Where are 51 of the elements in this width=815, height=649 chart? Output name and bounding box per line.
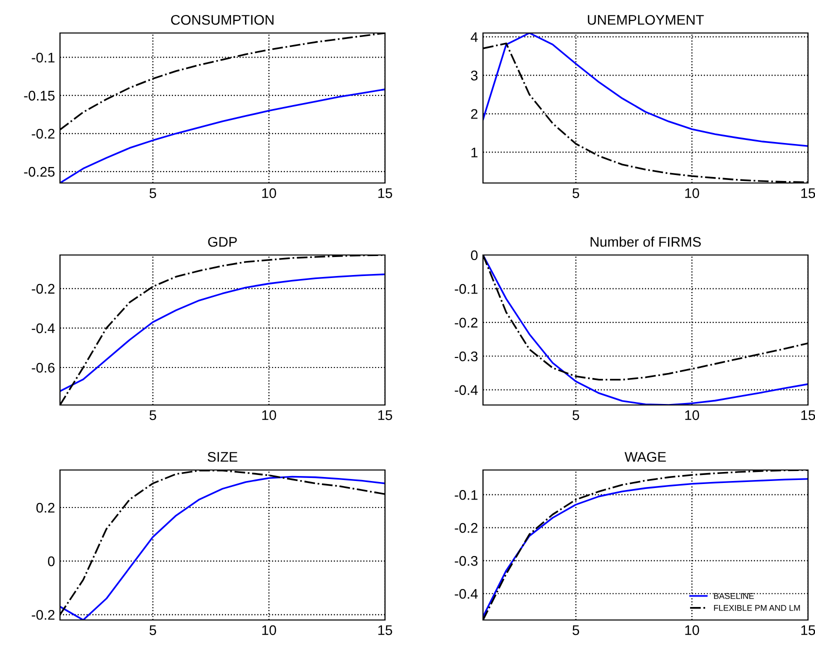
y-tick-label: -0.2: [32, 284, 54, 294]
y-tick-label: -0.3: [454, 556, 478, 566]
y-tick-label: -0.1: [454, 490, 478, 500]
y-tick-label: 0.2: [36, 502, 54, 513]
chart-title: Number of FIRMS: [590, 236, 701, 247]
y-tick-label: 2: [471, 109, 478, 119]
y-tick-label: 3: [470, 70, 478, 80]
y-tick-label: -0.4: [454, 588, 478, 599]
y-tick-label: -0.2: [454, 523, 478, 533]
x-tick-label: 5: [572, 410, 580, 420]
x-tick-label: 10: [685, 188, 700, 198]
chart-title: SIZE: [208, 452, 238, 462]
line-series: [60, 274, 385, 392]
y-tick-label: -0.6: [32, 362, 55, 373]
x-tick-label: 15: [801, 410, 815, 420]
y-tick-label: -0.15: [24, 90, 55, 101]
y-tick-label: 0: [48, 556, 55, 566]
x-tick-label: 5: [572, 188, 580, 198]
x-tick-label: 10: [685, 410, 700, 420]
y-tick-label: -0.2: [32, 128, 54, 139]
chart-title: UNEMPLOYMENT: [588, 14, 704, 25]
chart-title: WAGE: [624, 452, 666, 462]
chart-title: GDP: [208, 236, 237, 247]
y-tick-label: -0.4: [32, 323, 55, 334]
x-tick-label: 15: [801, 188, 815, 198]
legend-label: FLEXIBLE PM AND LM: [714, 605, 800, 611]
y-tick-label: 1: [471, 148, 478, 158]
y-tick-label: -0.1: [32, 52, 54, 63]
y-tick-label: -0.25: [24, 166, 55, 177]
x-tick-label: 5: [572, 625, 580, 636]
legend-label: BASELINE: [714, 593, 754, 599]
x-tick-label: 10: [262, 625, 276, 636]
x-tick-label: 10: [262, 410, 276, 420]
x-tick-label: 10: [262, 188, 276, 198]
x-tick-label: 15: [801, 625, 815, 636]
y-tick-label: -0.4: [454, 385, 478, 395]
y-tick-label: 0: [470, 250, 478, 260]
x-tick-label: 15: [378, 625, 392, 636]
y-tick-label: -0.1: [454, 284, 478, 294]
x-tick-label: 5: [150, 188, 156, 198]
x-tick-label: 15: [378, 188, 392, 198]
y-tick-label: -0.2: [32, 610, 54, 620]
y-tick-label: 4: [470, 32, 478, 42]
x-tick-label: 5: [150, 625, 156, 636]
x-tick-label: 10: [685, 625, 700, 636]
line-series: [483, 255, 808, 405]
chart-title: CONSUMPTION: [171, 14, 274, 25]
y-tick-label: -0.2: [454, 318, 478, 328]
x-tick-label: 5: [150, 410, 156, 420]
x-tick-label: 15: [378, 410, 392, 420]
y-tick-label: -0.3: [454, 351, 478, 362]
